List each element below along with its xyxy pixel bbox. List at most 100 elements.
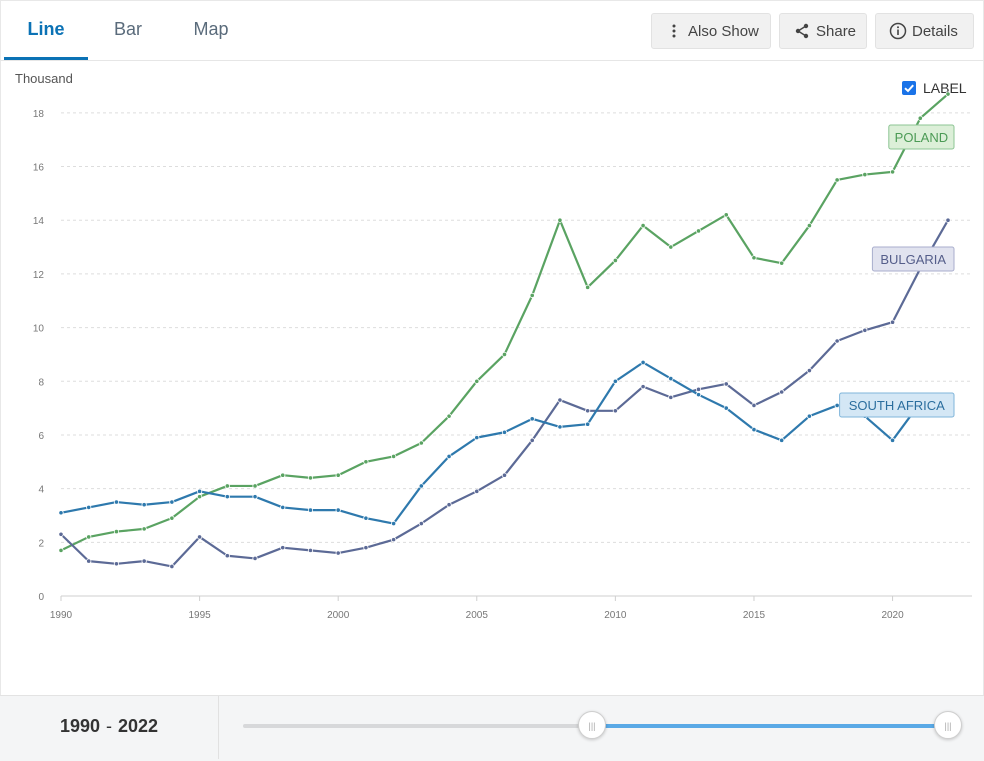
data-point-south-africa [585, 421, 591, 427]
y-tick-label: 12 [33, 270, 45, 281]
data-point-poland [612, 257, 618, 264]
data-point-poland [474, 378, 480, 384]
data-point-poland [58, 547, 64, 553]
data-point-bulgaria [196, 534, 203, 540]
data-point-south-africa [169, 499, 175, 505]
data-point-bulgaria [779, 389, 785, 395]
range-slider-track[interactable] [243, 724, 593, 728]
data-point-south-africa [501, 429, 508, 435]
share-button[interactable]: Share [779, 13, 867, 49]
data-point-poland [224, 483, 230, 489]
data-point-south-africa [806, 413, 813, 419]
y-tick-label: 4 [38, 485, 44, 496]
data-point-bulgaria [585, 408, 591, 414]
y-tick-label: 0 [38, 592, 44, 603]
data-point-poland [806, 222, 813, 229]
data-point-bulgaria [86, 558, 92, 564]
data-point-bulgaria [474, 488, 480, 494]
series-line-bulgaria [60, 219, 949, 568]
share-icon [792, 14, 812, 48]
series-line-poland [60, 93, 949, 552]
data-point-bulgaria [889, 319, 896, 325]
series-label-box-south-africa [839, 392, 955, 418]
range-start-year: 1990 [59, 716, 100, 736]
range-slider-start-handle[interactable]: ||| [578, 711, 606, 739]
time-range-footer: 1990-2022 ||| ||| [0, 695, 984, 761]
data-point-south-africa [86, 504, 92, 511]
data-point-south-africa [418, 483, 424, 489]
data-point-poland [779, 260, 785, 266]
data-point-south-africa [58, 510, 64, 516]
data-point-poland [640, 222, 646, 229]
data-point-bulgaria [58, 531, 64, 537]
data-point-bulgaria [252, 555, 258, 562]
data-point-poland [418, 440, 424, 446]
data-point-bulgaria [280, 545, 286, 551]
vertical-dots-icon [664, 14, 684, 48]
y-tick-label: 14 [33, 216, 45, 227]
details-label: Details [912, 23, 958, 40]
data-point-south-africa [307, 507, 314, 513]
data-point-poland [529, 292, 535, 298]
x-tick-label: 2020 [881, 610, 904, 621]
x-tick-label: 2015 [743, 610, 766, 621]
data-point-bulgaria [612, 408, 618, 414]
tab-line[interactable]: Line [4, 0, 88, 60]
data-point-south-africa [474, 435, 480, 441]
range-slider-end-handle[interactable]: ||| [934, 711, 962, 739]
data-point-poland [391, 453, 397, 460]
y-tick-label: 8 [38, 377, 44, 388]
label-checkbox[interactable] [902, 81, 916, 95]
data-point-bulgaria [418, 520, 424, 527]
data-point-bulgaria [446, 502, 452, 508]
data-point-south-africa [612, 378, 618, 384]
data-point-south-africa [363, 515, 369, 521]
data-point-south-africa [141, 502, 147, 508]
data-point-south-africa [529, 416, 535, 422]
data-point-poland [889, 169, 896, 175]
data-point-south-africa [446, 453, 452, 460]
data-point-poland [723, 212, 729, 218]
data-point-bulgaria [723, 381, 729, 387]
data-point-poland [252, 483, 258, 489]
data-point-bulgaria [945, 217, 951, 223]
series-label-south-africa: SOUTH AFRICA [849, 398, 945, 413]
data-point-south-africa [751, 426, 757, 433]
data-point-south-africa [113, 499, 120, 505]
year-range-display: 1990-2022 [0, 696, 219, 759]
data-point-poland [917, 115, 923, 121]
details-button[interactable]: Details [875, 13, 974, 49]
x-tick-label: 2010 [604, 610, 627, 621]
data-point-bulgaria [557, 397, 563, 403]
data-point-poland [668, 244, 674, 250]
series-label-box-poland [888, 124, 955, 150]
x-tick-label: 2005 [466, 610, 489, 621]
share-label: Share [816, 23, 857, 40]
chart-type-tabs: Line Bar Map Also Show Share Details [0, 0, 984, 61]
data-point-poland [280, 472, 286, 478]
x-tick-label: 1995 [188, 610, 211, 621]
data-point-poland [501, 351, 508, 358]
data-point-bulgaria [751, 402, 757, 409]
tab-bar[interactable]: Bar [113, 19, 142, 39]
also-show-button[interactable]: Also Show [651, 13, 771, 49]
data-point-poland [335, 472, 341, 478]
series-label-box-bulgaria [871, 246, 955, 272]
range-end-year: 2022 [118, 716, 159, 736]
data-point-poland [307, 475, 314, 481]
data-point-poland [557, 217, 563, 223]
tab-map[interactable]: Map [193, 19, 229, 39]
data-point-south-africa [391, 520, 397, 527]
data-point-poland [834, 177, 840, 183]
data-point-south-africa [779, 437, 785, 443]
data-point-poland [585, 284, 591, 290]
data-point-bulgaria [224, 553, 230, 559]
y-tick-label: 18 [33, 109, 45, 120]
data-point-bulgaria [169, 563, 175, 570]
data-point-south-africa [640, 359, 646, 366]
data-point-bulgaria [391, 537, 397, 543]
data-point-poland [86, 534, 92, 540]
data-point-bulgaria [862, 327, 868, 333]
data-point-poland [862, 171, 868, 178]
data-point-bulgaria [335, 550, 341, 556]
